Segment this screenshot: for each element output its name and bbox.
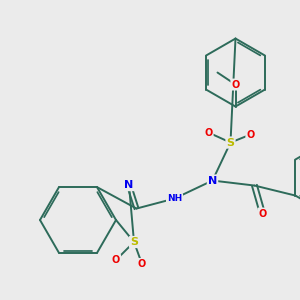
Text: O: O (258, 208, 267, 218)
Text: O: O (138, 259, 146, 269)
Text: NH: NH (167, 194, 182, 203)
Text: O: O (231, 80, 240, 89)
Text: S: S (226, 137, 235, 148)
Text: O: O (204, 128, 213, 137)
Text: N: N (124, 180, 134, 190)
Text: O: O (112, 255, 120, 265)
Text: O: O (246, 130, 255, 140)
Text: N: N (208, 176, 217, 185)
Text: S: S (130, 237, 138, 247)
